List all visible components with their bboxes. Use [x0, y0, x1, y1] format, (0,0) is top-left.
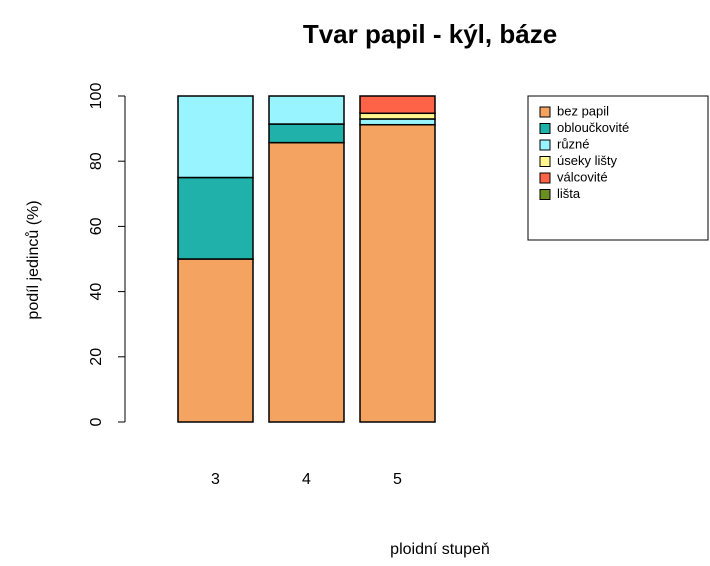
x-tick-label: 5 — [393, 471, 402, 488]
legend-swatch — [539, 189, 551, 200]
y-tick-label: 40 — [88, 283, 105, 301]
legend-label: obloučkovité — [557, 120, 629, 135]
x-tick-label: 3 — [211, 471, 220, 488]
legend-swatch — [539, 106, 551, 118]
legend-label: úseky lišty — [557, 153, 617, 168]
y-tick-label: 100 — [88, 83, 105, 110]
y-tick-label: 60 — [88, 217, 105, 235]
bar-segment — [177, 176, 254, 260]
legend-label: bez papil — [557, 103, 609, 118]
legend-label: válcovité — [557, 169, 608, 184]
legend-swatch — [539, 156, 551, 167]
y-tick-label: 80 — [88, 152, 105, 170]
legend-swatch — [539, 139, 551, 151]
y-tick-label: 0 — [88, 417, 105, 426]
bar-segment — [359, 123, 436, 423]
bar-segment — [359, 112, 436, 120]
bar-segment — [268, 95, 345, 125]
chart-title: Tvar papil - kýl, báze — [303, 19, 557, 49]
legend-box — [527, 95, 709, 241]
bar-segment — [268, 141, 345, 423]
bar-segment — [359, 95, 436, 115]
x-tick-label: 4 — [302, 471, 311, 488]
bar-segment — [268, 123, 345, 144]
legend-label: různé — [557, 136, 590, 151]
bar-segment — [177, 95, 254, 179]
x-axis-label: ploidní stupeň — [390, 541, 490, 558]
y-tick-label: 20 — [88, 348, 105, 366]
legend-swatch — [539, 123, 551, 134]
bar-segment — [359, 118, 436, 126]
y-axis-label: podíl jedinců (%) — [24, 200, 42, 319]
bar-segment — [177, 258, 254, 423]
legend-swatch — [539, 172, 551, 184]
legend-label: lišta — [557, 186, 581, 201]
